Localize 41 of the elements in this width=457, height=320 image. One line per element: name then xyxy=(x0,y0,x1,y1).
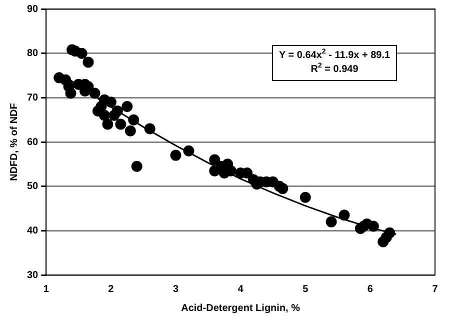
point xyxy=(144,123,156,134)
x-tick-label: 1 xyxy=(43,284,50,295)
point xyxy=(124,125,136,136)
point xyxy=(89,88,100,99)
point xyxy=(115,118,126,130)
point xyxy=(277,183,288,194)
x-tick-label: 2 xyxy=(108,284,114,295)
x-axis-title: Acid-Detergent Lignin, % xyxy=(181,302,300,314)
point xyxy=(102,118,114,130)
y-axis-title: NDFD, % of NDF xyxy=(8,103,20,181)
point xyxy=(128,114,140,126)
y-tick-label: 30 xyxy=(27,270,39,281)
x-tick-label: 6 xyxy=(367,284,374,295)
y-tick-label: 80 xyxy=(27,48,39,60)
y-tick-label: 60 xyxy=(27,136,39,148)
y-tick-label: 70 xyxy=(27,92,39,104)
point xyxy=(65,88,76,99)
point xyxy=(368,220,379,232)
point xyxy=(326,216,337,228)
point xyxy=(131,160,142,172)
y-tick-label: 90 xyxy=(27,4,39,15)
point xyxy=(183,145,194,156)
point xyxy=(105,96,116,108)
point xyxy=(76,48,88,59)
annotation: Y = 0.64x$^{2}$ - 11.9x + 89.1 xyxy=(279,48,390,62)
point xyxy=(122,101,133,112)
point xyxy=(338,210,350,221)
y-tick-label: 50 xyxy=(27,181,39,192)
annotation: R$^{2}$ = 0.949 xyxy=(310,62,360,77)
point xyxy=(82,56,94,68)
point xyxy=(384,227,396,238)
point xyxy=(112,105,123,116)
x-tick-label: 4 xyxy=(238,284,244,295)
y-tick-label: 40 xyxy=(27,225,39,236)
x-tick-label: 7 xyxy=(432,284,438,295)
point xyxy=(209,154,220,166)
x-tick-label: 3 xyxy=(172,284,179,295)
x-tick-label: 5 xyxy=(302,284,309,295)
point xyxy=(170,150,182,161)
point xyxy=(98,110,110,121)
point xyxy=(300,192,311,203)
